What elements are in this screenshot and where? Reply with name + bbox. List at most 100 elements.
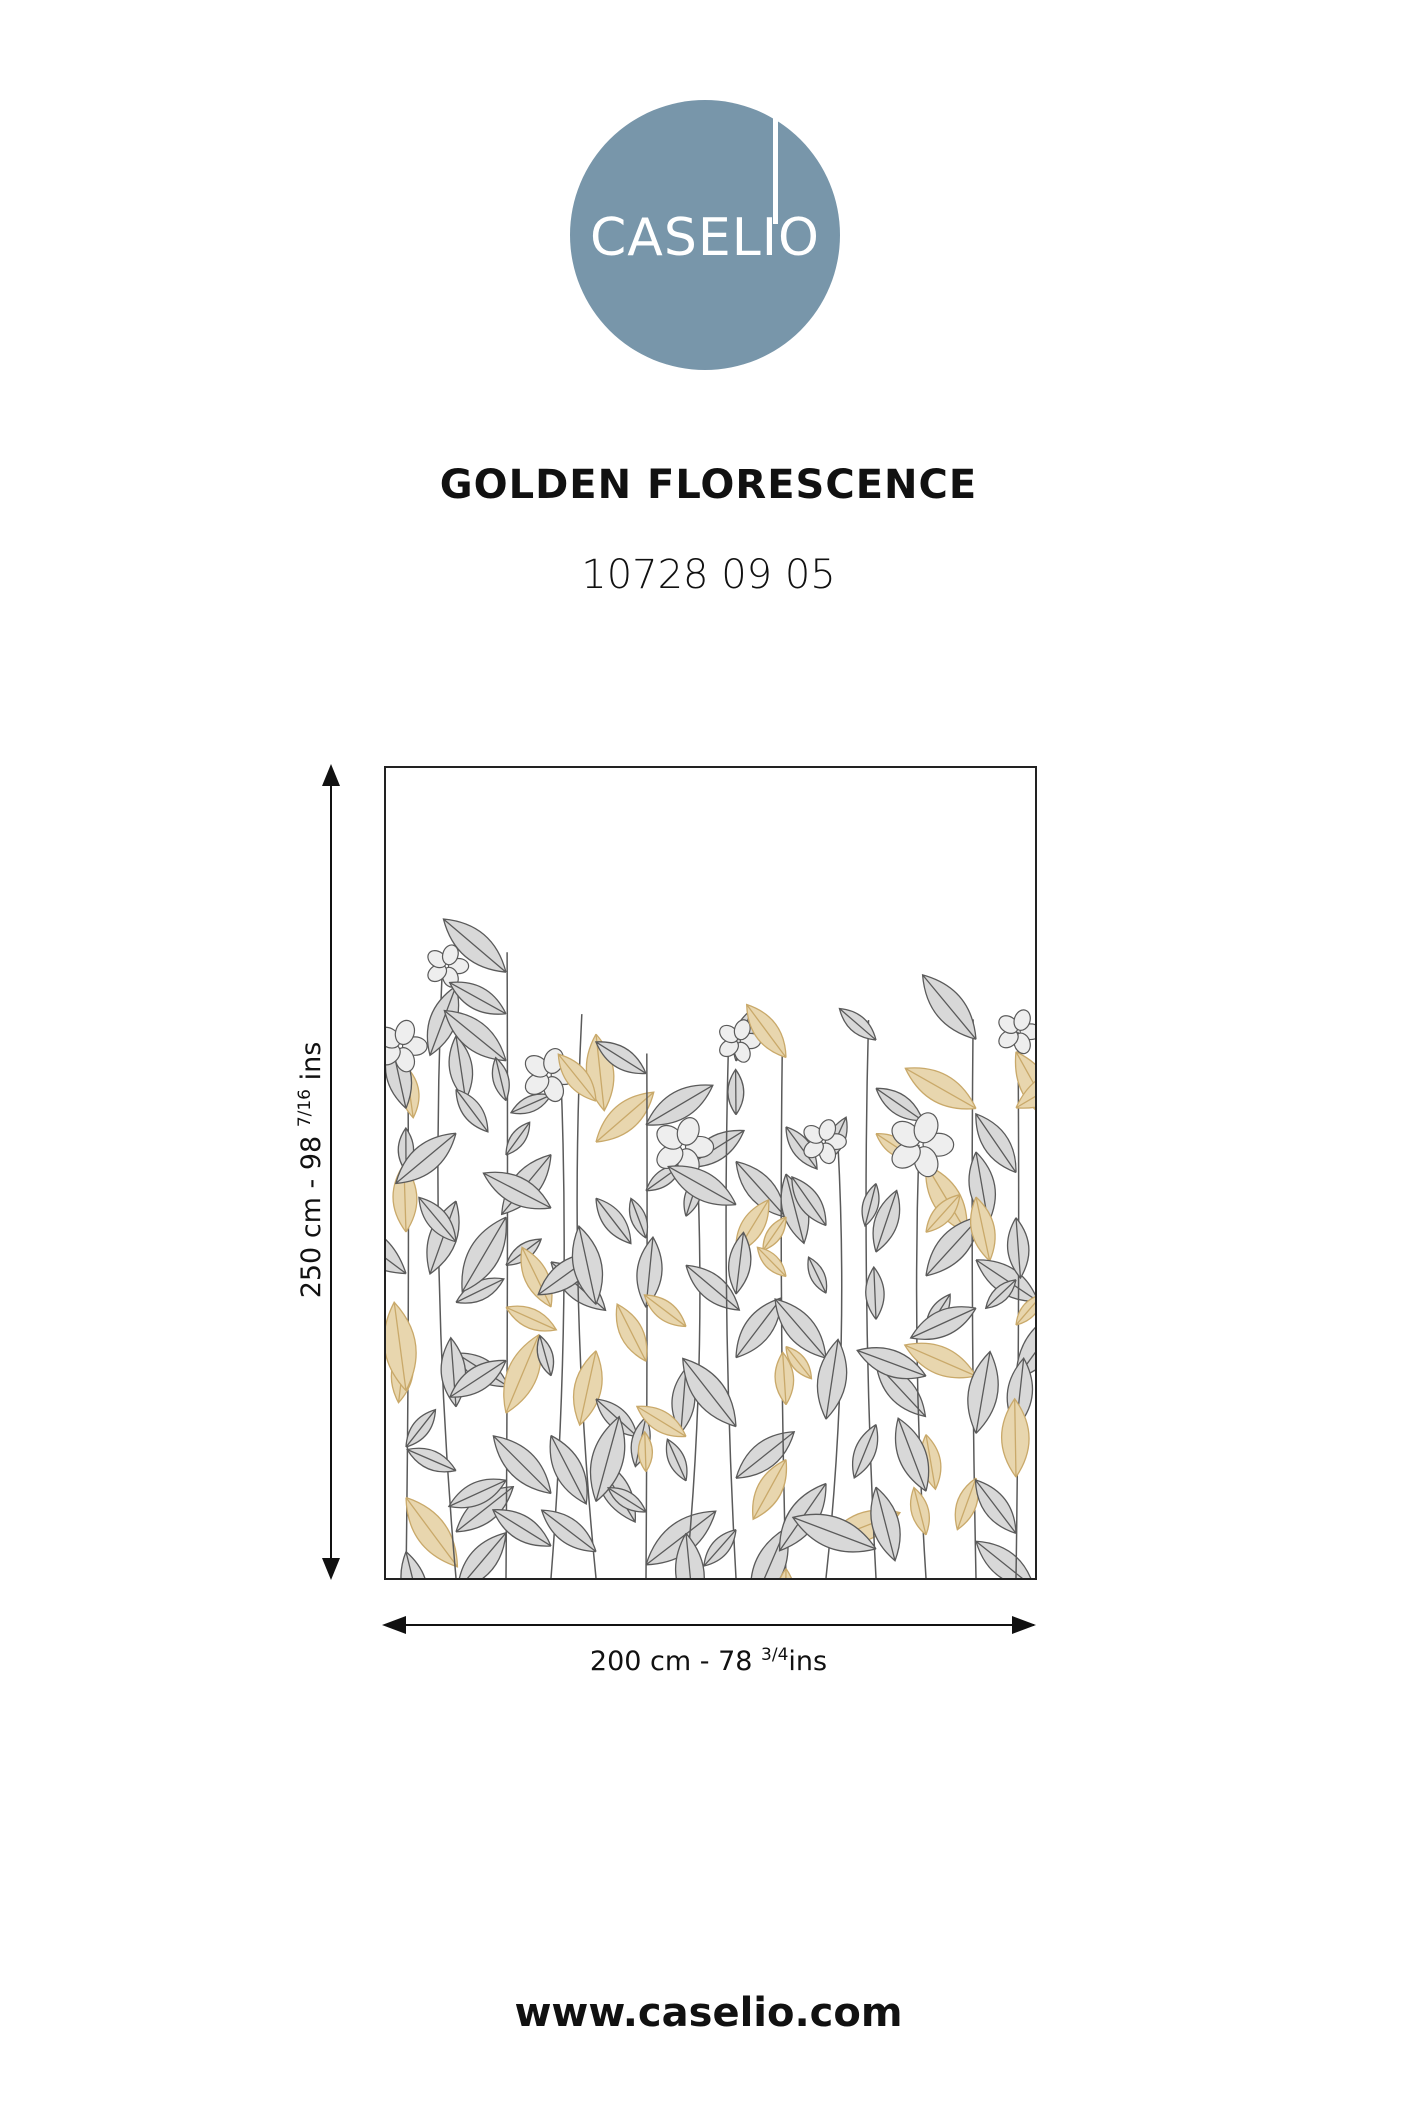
arrow-down-icon (322, 1558, 340, 1580)
leaf (607, 1487, 647, 1513)
leaf (872, 1189, 901, 1253)
website-url[interactable]: www.caselio.com (514, 1990, 903, 2036)
leaf (400, 1551, 429, 1578)
gold-leaf (1015, 1066, 1035, 1109)
leaf (448, 1359, 507, 1398)
gold-leaf (774, 1351, 795, 1406)
gold-leaf (910, 1486, 930, 1536)
gold-leaf (405, 1496, 459, 1568)
leaf (455, 1088, 489, 1133)
stem (1015, 1031, 1020, 1578)
leaf (856, 1347, 927, 1380)
leaf (727, 1068, 745, 1116)
gold-leaf (595, 1091, 655, 1143)
flower-petal (719, 1024, 739, 1044)
leaf (816, 1338, 848, 1420)
gold-leaf (557, 1053, 597, 1102)
flower-petal (733, 1019, 751, 1041)
leaf (426, 985, 460, 1057)
leaf (974, 1478, 1017, 1534)
leaf (443, 1009, 507, 1062)
flower-petal (803, 1139, 824, 1159)
flower-petal (1013, 1009, 1031, 1031)
stem (437, 966, 457, 1578)
leaf (667, 1165, 737, 1206)
flower-petal (394, 1019, 416, 1046)
gold-leaf (635, 1405, 687, 1438)
height-unit: ins (296, 1041, 327, 1081)
flower-petal (524, 1055, 550, 1078)
width-value: 200 cm - 78 (589, 1646, 753, 1677)
stem (685, 1146, 701, 1578)
gold-leaf (505, 1305, 558, 1332)
leaf (536, 1334, 555, 1377)
gold-leaf (503, 1333, 542, 1414)
leaf (418, 1196, 457, 1243)
leaf (838, 1007, 877, 1041)
leaf (909, 1306, 977, 1341)
leaf (921, 973, 977, 1040)
leaf (594, 1041, 647, 1075)
flower-petal (803, 1124, 824, 1144)
flower-petal (656, 1124, 684, 1150)
gold-leaf (785, 1345, 813, 1380)
leaf (851, 1423, 879, 1480)
leaf (975, 1259, 1035, 1302)
gold-leaf (903, 1342, 977, 1379)
stem (645, 1053, 648, 1578)
gold-leaf (925, 1193, 961, 1233)
flower-petal (719, 1038, 739, 1058)
leaf (589, 1415, 626, 1503)
leaf (894, 1417, 930, 1492)
leaf (571, 1225, 604, 1305)
leaf (865, 1265, 885, 1320)
gold-leaf (745, 1003, 787, 1059)
floral-illustration (386, 918, 1035, 1578)
leaf (595, 1197, 632, 1245)
leaf (703, 1529, 737, 1567)
gold-leaf (1015, 1293, 1035, 1326)
leaf (645, 1510, 717, 1566)
leaf (448, 981, 507, 1015)
wallpaper-preview (384, 766, 1037, 1580)
flower-petal (656, 1144, 684, 1170)
leaf (447, 1478, 507, 1509)
gold-leaf (904, 1067, 977, 1110)
leaf (665, 1438, 688, 1482)
gold-leaf (1014, 1051, 1035, 1125)
leaf (505, 1121, 531, 1156)
flower-petal (891, 1120, 921, 1148)
leaf (861, 1182, 880, 1228)
leaf (549, 1434, 588, 1505)
flower-petal (676, 1117, 700, 1146)
width-dimension-line (386, 1624, 1034, 1626)
flower-petal (427, 963, 448, 983)
flower-petal (998, 1015, 1019, 1035)
leaf (774, 1298, 827, 1359)
leaf (405, 1408, 437, 1448)
gold-leaf (775, 1568, 797, 1578)
stem (725, 1040, 737, 1578)
leaf (482, 1171, 552, 1210)
width-fraction: 3/4 (761, 1645, 789, 1665)
flower-petal (818, 1119, 837, 1141)
leaf (791, 1175, 827, 1227)
height-value: 250 cm - 98 (296, 1135, 327, 1299)
leaf (491, 1509, 552, 1547)
product-code: 10728 09 05 (581, 552, 836, 598)
leaf (394, 1132, 457, 1185)
leaf (728, 1231, 752, 1295)
leaf (461, 1216, 507, 1293)
leaf (967, 1350, 999, 1434)
leaf (785, 1126, 818, 1170)
leaf (492, 1435, 552, 1495)
flower-petal (386, 1026, 401, 1049)
logo-mark (773, 114, 778, 224)
height-label: 250 cm - 98 7/16 ins (295, 1042, 327, 1299)
height-dimension-line (330, 768, 332, 1576)
leaf (406, 1447, 457, 1473)
leaf (491, 1056, 510, 1102)
flower-petal (891, 1141, 921, 1169)
gold-leaf (615, 1303, 648, 1362)
gold-leaf (751, 1459, 788, 1521)
